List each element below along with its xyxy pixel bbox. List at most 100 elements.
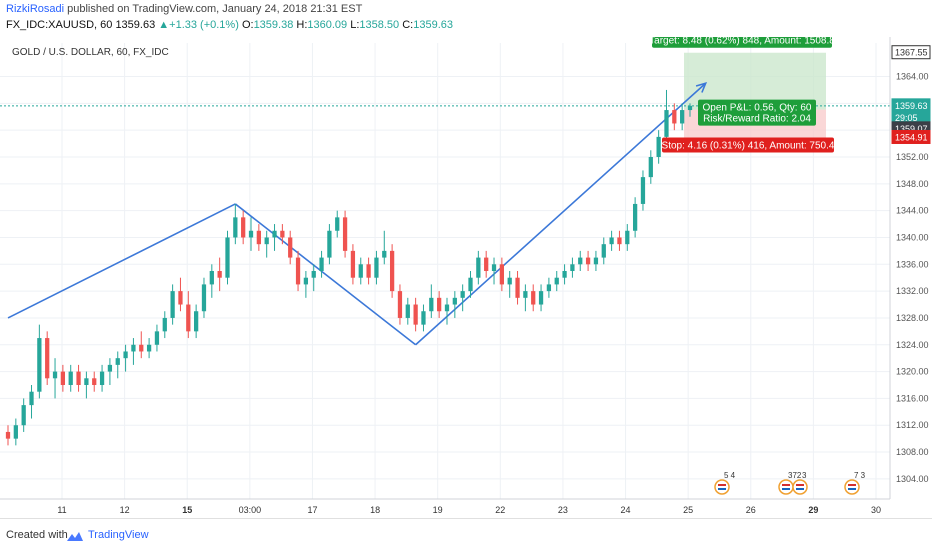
price-change: +1.33 (+0.1%) (169, 19, 239, 31)
candle-body (680, 110, 685, 124)
candle-body (76, 371, 81, 385)
open-value: 1359.38 (253, 19, 294, 31)
event-count-label: 5 4 (724, 471, 736, 480)
candle-body (288, 237, 293, 258)
wave-line (234, 203, 417, 346)
high-label: H: (296, 19, 308, 31)
event-count-label: 372 (788, 471, 802, 480)
symbol-label: FX_IDC:XAUUSD, 60 (6, 19, 113, 31)
flag-stripe (796, 488, 804, 490)
candle-body (585, 257, 591, 265)
x-tick-label: 23 (558, 505, 568, 515)
price-tag-label: 1359.07 (895, 124, 928, 134)
candle-body (468, 277, 473, 292)
candle-body (562, 271, 567, 278)
y-tick-label: 1352.00 (896, 152, 929, 162)
x-tick-label: 22 (495, 505, 505, 515)
x-tick-label: 03:00 (239, 505, 262, 515)
candle-body (209, 271, 214, 285)
price-chart[interactable]: 1304.00 1308.00 1312.00 1316.00 1320.00 1324.… (0, 32, 932, 517)
candle-body (92, 378, 97, 385)
open-pnl-box (698, 99, 816, 126)
low-value: 1358.50 (359, 19, 400, 31)
candle-body (311, 271, 316, 278)
candle-body (272, 230, 277, 238)
candle-body (170, 291, 175, 318)
candle-body (162, 317, 167, 332)
x-tick-label: 26 (746, 505, 756, 515)
target-label-box (652, 32, 832, 48)
candle-body (29, 391, 34, 406)
candle-body (554, 277, 559, 285)
x-tick-label: 18 (370, 505, 380, 515)
publish-info: RizkiRosadi published on TradingView.com… (6, 3, 362, 15)
stop-label-box (662, 137, 834, 153)
tradingview-link[interactable]: TradingView (88, 529, 149, 541)
close-value: 1359.63 (413, 19, 453, 31)
wave-arrow-icon (695, 82, 708, 93)
high-value: 1360.09 (307, 19, 348, 31)
y-tick-label: 1304.00 (896, 474, 929, 484)
candle-body (523, 291, 528, 298)
candle-body (625, 230, 630, 245)
tradingview-logo-icon[interactable] (66, 530, 84, 542)
open-label: O: (241, 19, 254, 31)
candle-body (640, 177, 646, 204)
y-tick-label: 1332.00 (896, 286, 929, 296)
candle-body (131, 344, 136, 352)
candle-body (507, 277, 512, 285)
candle-body (405, 304, 410, 318)
candle-body (186, 304, 191, 332)
candle-body (342, 217, 348, 251)
candle-body (350, 250, 356, 278)
candle-body (656, 136, 661, 157)
candle-body (460, 291, 465, 298)
candle-body (382, 250, 387, 258)
candle-body (256, 230, 261, 245)
footer-bar: Created with TradingView (0, 518, 932, 551)
candle-body (593, 257, 599, 265)
candle-body (178, 291, 183, 305)
candle-body (617, 237, 622, 245)
publish-text: published on TradingView.com, January 24… (64, 3, 363, 15)
y-tick-label: 1364.00 (896, 72, 929, 82)
x-tick-label: 25 (683, 505, 693, 515)
y-tick-label: 1320.00 (896, 367, 929, 377)
y-tick-label: 1312.00 (896, 420, 929, 430)
risk-reward-label: Risk/Reward Ratio: 2.04 (703, 114, 811, 125)
candle-body (68, 371, 73, 385)
flag-stripe (782, 488, 790, 490)
candle-body (194, 311, 199, 332)
x-tick-label: 15 (182, 505, 192, 515)
candle-body (687, 105, 693, 111)
candle-body (632, 203, 638, 231)
candle-body (139, 344, 144, 352)
chart-title: GOLD / U.S. DOLLAR, 60, FX_IDC (12, 47, 169, 58)
candle-body (248, 230, 254, 238)
x-tick-label: 17 (307, 505, 317, 515)
candle-body (5, 431, 11, 439)
candle-body (60, 371, 66, 385)
candle-body (241, 217, 246, 238)
chart-frame[interactable]: 1304.00 1308.00 1312.00 1316.00 1320.00 1324.… (0, 32, 932, 517)
price-tag-label: 1354.91 (895, 132, 928, 142)
event-count-label: 3 (802, 471, 807, 480)
low-label: L: (350, 19, 360, 31)
candle-body (52, 371, 58, 379)
author-link[interactable]: RizkiRosadi (6, 3, 65, 15)
candle-body (45, 338, 50, 379)
price-tag (891, 45, 931, 60)
candle-body (491, 264, 497, 271)
candle-body (452, 297, 457, 305)
flag-stripe (718, 484, 726, 486)
y-tick-label: 1308.00 (896, 447, 929, 457)
candle-body (303, 277, 309, 285)
candle-body (476, 257, 481, 278)
candle-body (648, 157, 653, 178)
stop-label: Stop: 4.16 (0.31%) 416, Amount: 750.4 (662, 140, 835, 151)
y-tick-label: 1316.00 (896, 393, 929, 403)
candle-body (538, 291, 544, 305)
y-tick-label: 1348.00 (896, 179, 929, 189)
candle-body (601, 244, 606, 258)
candle-body (397, 291, 403, 318)
